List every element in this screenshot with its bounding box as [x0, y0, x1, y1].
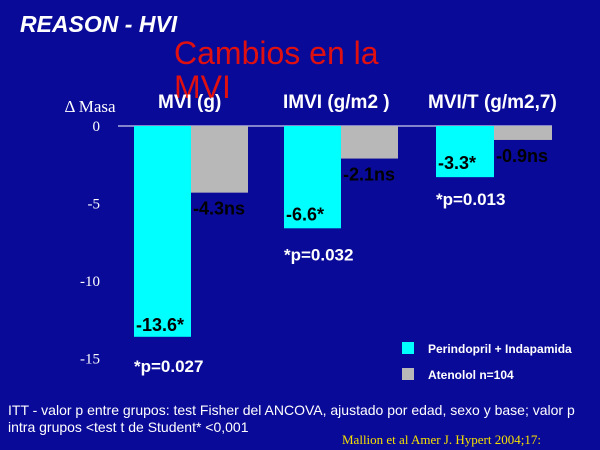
y-axis-label: Δ Masa	[64, 97, 116, 116]
data-label: -0.9ns	[496, 146, 548, 166]
panel-title: IMVI (g/m2 )	[283, 92, 390, 113]
panel-title: MVI/T (g/m2,7)	[428, 92, 557, 113]
bar	[191, 126, 248, 193]
legend-swatch	[402, 368, 414, 380]
y-tick-label: -15	[80, 352, 100, 368]
y-tick-label: 0	[93, 119, 101, 135]
data-label: -4.3ns	[193, 199, 245, 219]
y-tick-label: -10	[80, 274, 100, 290]
y-tick-label: -5	[88, 197, 101, 213]
bar	[284, 126, 341, 229]
bar	[494, 126, 552, 140]
citation: Mallion et al Amer J. Hypert 2004;17:	[342, 432, 541, 447]
data-label: -2.1ns	[343, 165, 395, 185]
data-label: -13.6*	[136, 315, 184, 335]
bar	[436, 126, 494, 178]
panel-title: MVI (g)	[158, 92, 221, 113]
legend-swatch	[402, 342, 414, 354]
data-label: -6.6*	[286, 204, 324, 224]
p-value-label: *p=0.027	[134, 357, 203, 376]
bar	[134, 126, 191, 337]
legend-label: Perindopril + Indapamida	[428, 342, 572, 356]
p-value-label: *p=0.032	[284, 245, 353, 264]
chart-title: Cambios en la MVI	[174, 35, 379, 105]
slide-title: REASON - HVI	[20, 11, 178, 37]
footnote: ITT - valor p entre grupos: test Fisher …	[8, 402, 575, 435]
bar	[341, 126, 398, 159]
p-value-label: *p=0.013	[436, 190, 505, 209]
legend-label: Atenolol n=104	[428, 368, 514, 382]
data-label: -3.3*	[438, 153, 476, 173]
